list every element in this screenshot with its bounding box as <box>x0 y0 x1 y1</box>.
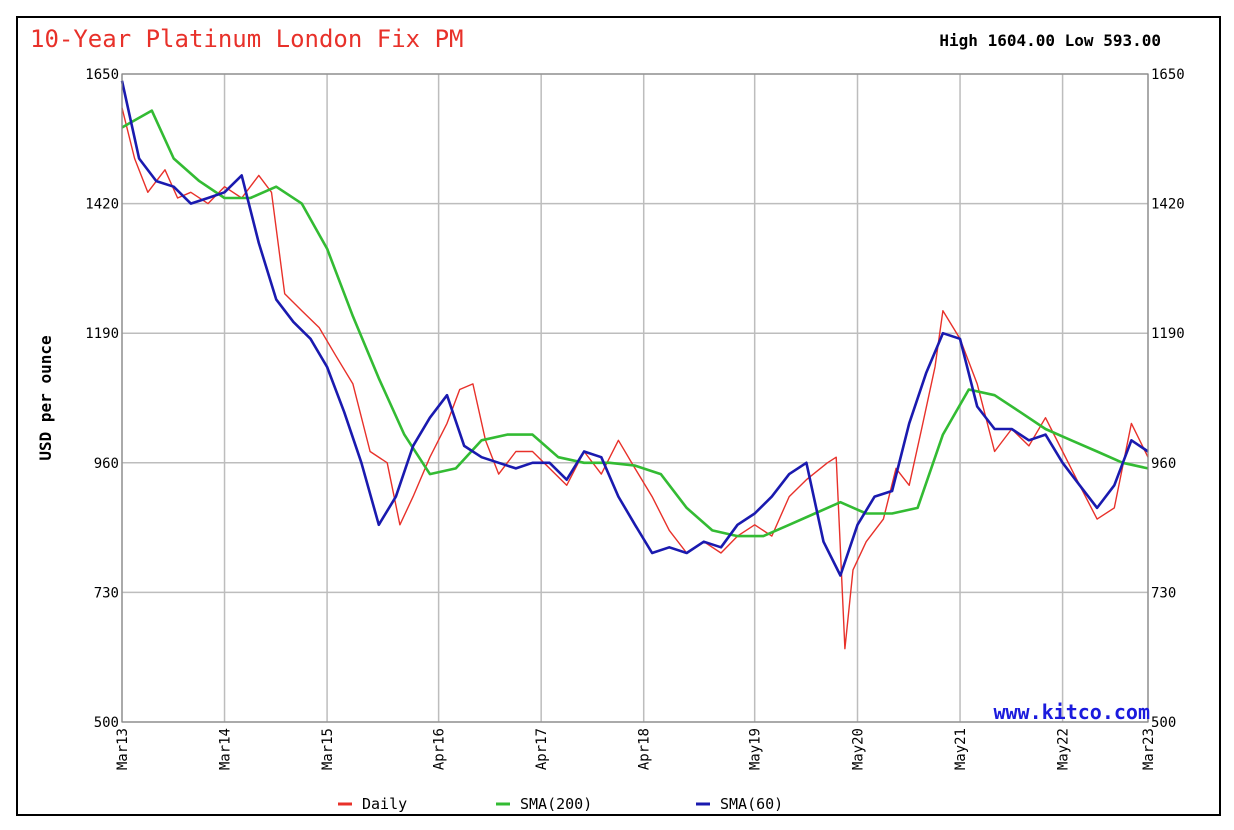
y-tick-label-right: 1190 <box>1151 326 1185 342</box>
y-tick-label-right: 960 <box>1151 456 1176 472</box>
y-tick-label-right: 1420 <box>1151 197 1185 213</box>
grid-lines <box>121 73 1149 723</box>
y-tick-label-left: 960 <box>94 456 119 472</box>
legend: Daily SMA(200) SMA(60) <box>338 795 783 813</box>
y-tick-label-left: 500 <box>94 715 119 731</box>
y-tick-label-left: 1190 <box>85 326 119 342</box>
legend-label: Daily <box>362 795 407 813</box>
x-tick-label: Apr18 <box>637 728 653 770</box>
x-tick-label: May19 <box>748 728 764 770</box>
low-value: 593.00 <box>1103 31 1161 50</box>
x-tick-label: May20 <box>851 728 867 770</box>
y-tick-label-left: 1650 <box>85 67 119 83</box>
series-line-daily <box>121 107 1149 650</box>
y-tick-label-left: 730 <box>94 585 119 601</box>
x-tick-label: May22 <box>1056 728 1072 770</box>
x-tick-label: Mar14 <box>218 728 234 770</box>
x-tick-label: Mar23 <box>1141 728 1157 770</box>
high-label: High <box>939 31 978 50</box>
legend-label: SMA(60) <box>720 795 783 813</box>
watermark: www.kitco.com <box>993 700 1150 724</box>
legend-label: SMA(200) <box>520 795 592 813</box>
chart-title: 10-Year Platinum London Fix PM <box>30 25 463 53</box>
x-tick-label: Mar13 <box>115 728 131 770</box>
chart-svg: 10-Year Platinum London Fix PM High 1604… <box>30 25 1185 813</box>
high-value: 1604.00 <box>988 31 1055 50</box>
x-tick-label: Apr16 <box>432 728 448 770</box>
y-tick-label-left: 1420 <box>85 197 119 213</box>
series-lines <box>120 80 1149 650</box>
x-tick-label: Apr17 <box>534 728 550 770</box>
x-tick-label: Mar15 <box>320 728 336 770</box>
y-tick-label-right: 730 <box>1151 585 1176 601</box>
chart-frame: 10-Year Platinum London Fix PM High 1604… <box>16 16 1221 816</box>
y-tick-label-right: 1650 <box>1151 67 1185 83</box>
high-low-readout: High 1604.00 Low 593.00 <box>939 31 1161 50</box>
x-tick-label: May21 <box>953 728 969 770</box>
y-axis-label: USD per ounce <box>36 335 55 460</box>
series-line-sma-200 <box>121 109 1149 538</box>
plot-area-border <box>121 73 1149 723</box>
low-label: Low <box>1065 31 1094 50</box>
series-line-sma-60 <box>120 80 1149 577</box>
axis-ticks: 500 500 730 730 960 960 1190 1190 1420 1420 1650 16… <box>85 67 1184 770</box>
y-tick-label-right: 500 <box>1151 715 1176 731</box>
